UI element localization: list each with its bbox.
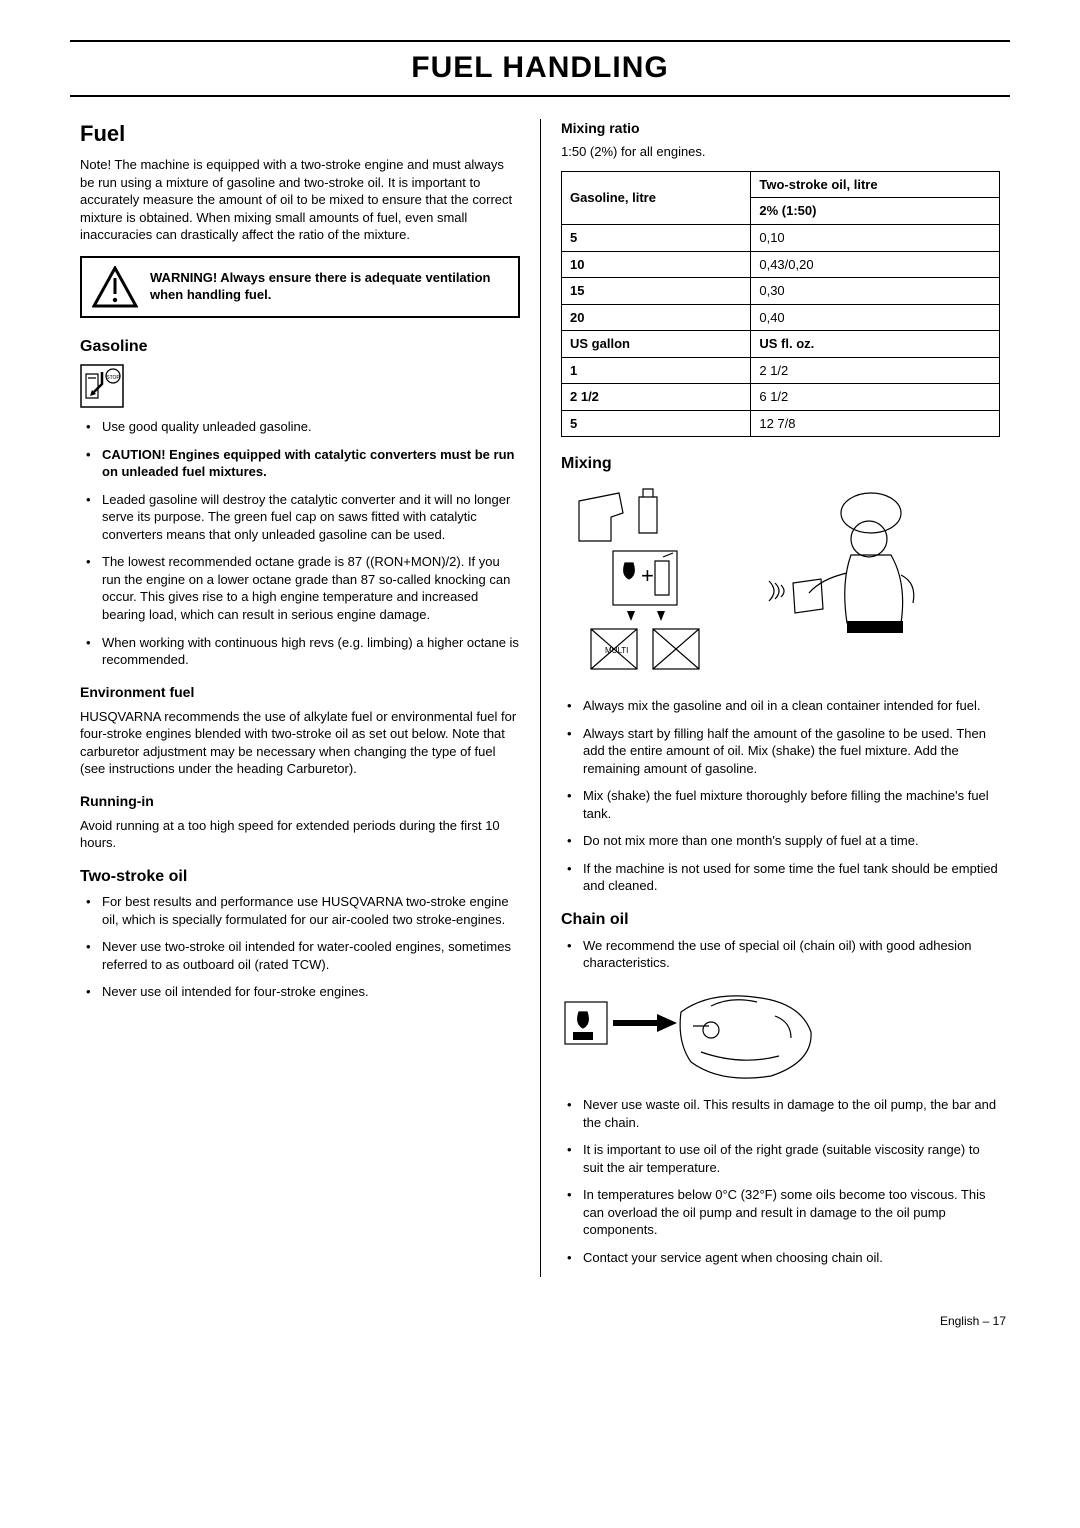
two-stroke-heading: Two-stroke oil [80, 866, 520, 888]
table-cell: 5 [562, 410, 751, 437]
svg-text:STOP: STOP [106, 375, 120, 381]
list-item: Contact your service agent when choosing… [561, 1249, 1000, 1267]
list-item: The lowest recommended octane grade is 8… [80, 553, 520, 623]
mixing-ratio-paragraph: 1:50 (2%) for all engines. [561, 143, 1000, 161]
running-in-heading: Running-in [80, 792, 520, 811]
fuel-pump-stop-icon: STOP [80, 364, 124, 408]
mixing-list: Always mix the gasoline and oil in a cle… [561, 697, 1000, 895]
mixing-ratio-table: Gasoline, litre Two-stroke oil, litre 2%… [561, 171, 1000, 437]
table-cell: 15 [562, 278, 751, 305]
table-cell: 6 1/2 [751, 384, 1000, 411]
table-header: 2% (1:50) [751, 198, 1000, 225]
warning-text: WARNING! Always ensure there is adequate… [150, 270, 508, 304]
table-cell: 5 [562, 225, 751, 252]
running-in-paragraph: Avoid running at a too high speed for ex… [80, 817, 520, 852]
table-header: Gasoline, litre [562, 171, 751, 224]
mixing-diagram-icon: + MULTI [561, 483, 731, 683]
table-header: US fl. oz. [751, 331, 1000, 358]
list-item: Mix (shake) the fuel mixture thoroughly … [561, 787, 1000, 822]
table-header: Two-stroke oil, litre [751, 171, 1000, 198]
list-item: Never use two-stroke oil intended for wa… [80, 938, 520, 973]
chain-oil-list-top: We recommend the use of special oil (cha… [561, 937, 1000, 972]
list-item: We recommend the use of special oil (cha… [561, 937, 1000, 972]
list-item: When working with continuous high revs (… [80, 634, 520, 669]
mixing-ratio-heading: Mixing ratio [561, 119, 1000, 138]
list-item: Use good quality unleaded gasoline. [80, 418, 520, 436]
list-item: If the machine is not used for some time… [561, 860, 1000, 895]
list-item: Do not mix more than one month's supply … [561, 832, 1000, 850]
chainsaw-oil-fill-icon [561, 982, 841, 1092]
table-cell: 0,30 [751, 278, 1000, 305]
fuel-note-paragraph: Note! The machine is equipped with a two… [80, 156, 520, 244]
gasoline-heading: Gasoline [80, 336, 520, 358]
warning-triangle-icon [92, 266, 138, 308]
table-cell: 0,40 [751, 304, 1000, 331]
page-footer: English – 17 [70, 1313, 1010, 1329]
table-cell: 0,10 [751, 225, 1000, 252]
table-cell: 2 1/2 [751, 357, 1000, 384]
list-item: Leaded gasoline will destroy the catalyt… [80, 491, 520, 544]
environment-fuel-heading: Environment fuel [80, 683, 520, 702]
list-item: It is important to use oil of the right … [561, 1141, 1000, 1176]
table-cell: 2 1/2 [562, 384, 751, 411]
chain-oil-heading: Chain oil [561, 909, 1000, 931]
list-item: Always start by filling half the amount … [561, 725, 1000, 778]
person-shaking-can-icon [751, 483, 951, 683]
gasoline-list: Use good quality unleaded gasoline. CAUT… [80, 418, 520, 669]
table-header: US gallon [562, 331, 751, 358]
table-cell: 0,43/0,20 [751, 251, 1000, 278]
chain-oil-list-bottom: Never use waste oil. This results in dam… [561, 1096, 1000, 1266]
right-column: Mixing ratio 1:50 (2%) for all engines. … [540, 119, 1010, 1277]
list-item: Never use oil intended for four-stroke e… [80, 983, 520, 1001]
mixing-heading: Mixing [561, 453, 1000, 475]
two-stroke-list: For best results and performance use HUS… [80, 893, 520, 1001]
left-column: Fuel Note! The machine is equipped with … [70, 119, 540, 1277]
mixing-illustration-row: + MULTI [561, 483, 1000, 683]
list-item: In temperatures below 0°C (32°F) some oi… [561, 1186, 1000, 1239]
table-cell: 1 [562, 357, 751, 384]
table-cell: 12 7/8 [751, 410, 1000, 437]
warning-box: WARNING! Always ensure there is adequate… [80, 256, 520, 318]
list-item: For best results and performance use HUS… [80, 893, 520, 928]
two-column-layout: Fuel Note! The machine is equipped with … [70, 119, 1010, 1277]
table-cell: 10 [562, 251, 751, 278]
environment-fuel-paragraph: HUSQVARNA recommends the use of alkylate… [80, 708, 520, 778]
svg-text:+: + [641, 563, 654, 588]
table-cell: 20 [562, 304, 751, 331]
list-item: Never use waste oil. This results in dam… [561, 1096, 1000, 1131]
list-item: CAUTION! Engines equipped with catalytic… [80, 446, 520, 481]
page-title: FUEL HANDLING [70, 40, 1010, 97]
fuel-heading: Fuel [80, 119, 520, 149]
list-item: Always mix the gasoline and oil in a cle… [561, 697, 1000, 715]
